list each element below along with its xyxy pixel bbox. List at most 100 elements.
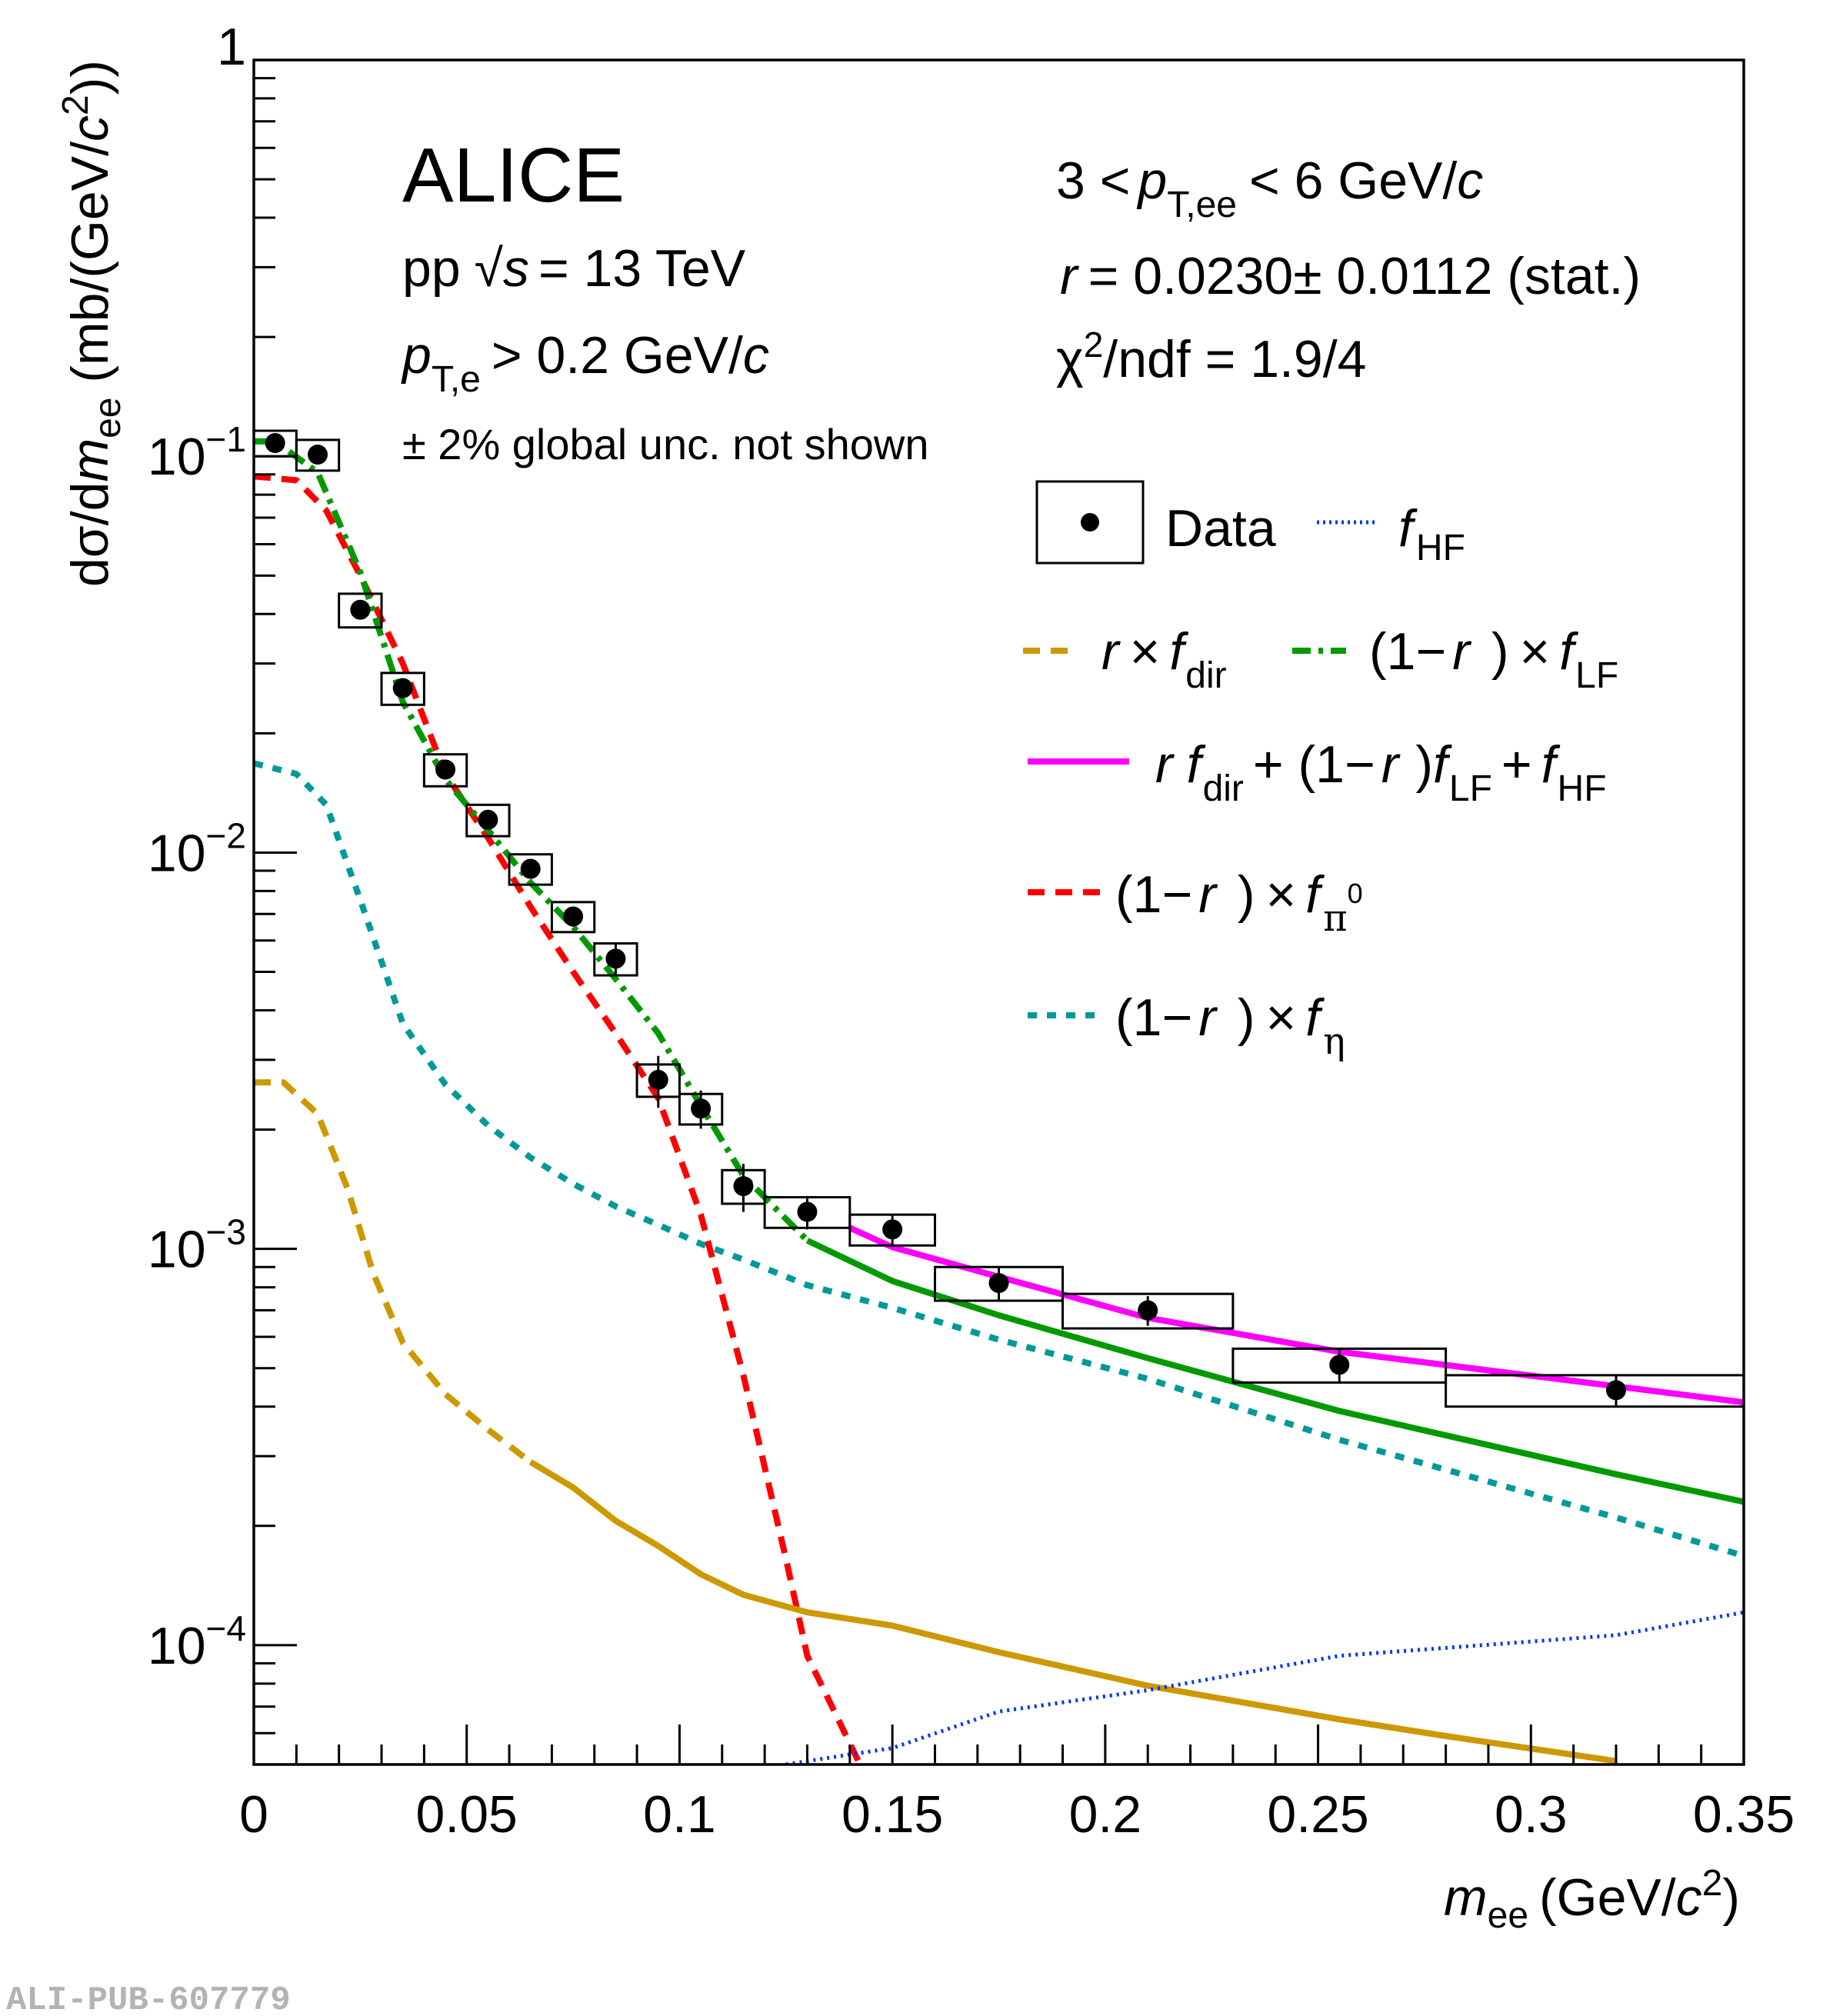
x-axis-ticks bbox=[252, 1724, 1745, 1764]
x-tick-label: 0.3 bbox=[1495, 1785, 1568, 1844]
legend-dir-label: r × fdir bbox=[1101, 622, 1227, 696]
plot-frame bbox=[252, 58, 1745, 1766]
data-marker bbox=[1329, 1355, 1350, 1375]
collision-system-label: pp √s = 13 TeV bbox=[402, 239, 746, 298]
data-point bbox=[678, 1090, 724, 1129]
legend-item-data: Data bbox=[1035, 480, 1276, 565]
pt-range-prefix: 3 < bbox=[1056, 152, 1130, 210]
y-axis-unit: (mb/(GeV/ bbox=[61, 142, 119, 398]
y-tick-labels: 1 10−1 10−2 10−3 10−4 bbox=[148, 18, 246, 1675]
y-axis-sub: ee bbox=[88, 398, 128, 438]
data-marker bbox=[520, 858, 541, 879]
legend-pi0-label: (1− r) × fπ0 bbox=[1115, 865, 1363, 940]
chi2-symbol: χ bbox=[1056, 330, 1084, 388]
pt-range-var: p bbox=[1136, 152, 1167, 210]
data-point bbox=[550, 901, 596, 934]
data-point bbox=[508, 853, 553, 886]
x-tick-label: 0.35 bbox=[1693, 1785, 1795, 1844]
x-axis-unit-end: ) bbox=[1722, 1868, 1740, 1927]
syst-box bbox=[550, 901, 596, 934]
syst-box bbox=[465, 803, 511, 838]
pt-range-label: 3 < pT,ee < 6 GeV/c bbox=[1056, 152, 1483, 225]
x-tick-label: 0.25 bbox=[1267, 1785, 1368, 1844]
data-marker bbox=[435, 759, 456, 780]
data-marker bbox=[265, 433, 285, 454]
x-axis-unit-c: c bbox=[1676, 1868, 1702, 1927]
y-axis-ticks bbox=[254, 58, 297, 1766]
data-marker bbox=[478, 809, 498, 830]
syst-box bbox=[380, 671, 425, 706]
data-marker bbox=[988, 1273, 1009, 1294]
syst-box bbox=[338, 592, 383, 629]
x-tick-label: 0.05 bbox=[416, 1785, 518, 1844]
legend-item-eta: (1− r) × fη bbox=[1028, 988, 1345, 1063]
legend-item-pi0: (1− r) × fπ0 bbox=[1028, 865, 1363, 940]
data-marker bbox=[882, 1219, 903, 1240]
y-tick-label: 10−1 bbox=[148, 419, 246, 486]
x-tick-labels: 0 0.05 0.1 0.15 0.2 0.25 0.3 0.35 bbox=[239, 1785, 1795, 1844]
pt-cut-value: > 0.2 GeV/ bbox=[492, 326, 743, 385]
curve-f-hf bbox=[785, 1610, 1744, 1764]
legend-data-label: Data bbox=[1165, 499, 1276, 558]
x-axis-sub: ee bbox=[1488, 1895, 1528, 1936]
pt-cut-c: c bbox=[743, 326, 769, 385]
pt-range-sub: T,ee bbox=[1167, 185, 1237, 225]
sqrt-symbol: √ bbox=[475, 239, 504, 298]
syst-box bbox=[422, 753, 468, 788]
curve--1-r-f-pi0 bbox=[254, 473, 862, 1763]
x-axis-unit: (GeV/ bbox=[1539, 1868, 1676, 1927]
legend-sum-label: r fdir + (1− r)fLF + fHF bbox=[1155, 735, 1607, 809]
data-marker bbox=[648, 1069, 668, 1090]
data-point bbox=[422, 753, 468, 788]
sqrt-s-var: s bbox=[503, 239, 529, 298]
x-tick-label: 0.2 bbox=[1069, 1785, 1142, 1844]
data-marker bbox=[797, 1201, 818, 1222]
y-axis-unit-end: )) bbox=[61, 60, 119, 95]
y-tick-label: 10−4 bbox=[148, 1608, 246, 1675]
pt-var: p bbox=[401, 326, 432, 385]
x-axis-title: mee (GeV/c2) bbox=[1444, 1863, 1740, 1936]
y-axis-var: m bbox=[61, 438, 119, 482]
data-point bbox=[380, 671, 425, 706]
chi2-label: χ2/ndf = 1.9/4 bbox=[1056, 325, 1366, 388]
legend-hf-label: fHF bbox=[1398, 499, 1465, 568]
curve--1-r-f-eta bbox=[254, 760, 1744, 1559]
syst-box bbox=[1061, 1292, 1235, 1330]
data-marker bbox=[691, 1098, 712, 1119]
pt-range-suffix: < 6 GeV/ bbox=[1249, 152, 1457, 210]
legend-item-dir: r × fdir bbox=[1023, 622, 1227, 696]
data-point bbox=[1061, 1292, 1235, 1330]
pt-sub: T,e bbox=[432, 359, 481, 400]
x-tick-label: 0.15 bbox=[842, 1785, 943, 1844]
y-axis-part1: dσ/d bbox=[61, 482, 119, 588]
data-marker bbox=[605, 948, 626, 969]
legend-lf-label: (1− r) × fLF bbox=[1369, 622, 1618, 696]
data-points bbox=[252, 429, 1745, 1408]
data-point bbox=[763, 1195, 852, 1230]
chi2-sup: 2 bbox=[1084, 325, 1104, 365]
x-tick-label: 0 bbox=[239, 1785, 268, 1844]
legend-item-sum: r fdir + (1− r)fLF + fHF bbox=[1028, 735, 1607, 809]
system-text: pp bbox=[402, 239, 461, 298]
x-tick-label: 0.1 bbox=[643, 1785, 716, 1844]
legend: Data fHF r × fdir (1− r) × fLF r fdir + (1− r)fL… bbox=[1023, 480, 1618, 1063]
y-axis-unit-sup: 2 bbox=[55, 95, 96, 115]
x-axis-var: m bbox=[1444, 1868, 1488, 1927]
experiment-label: ALICE bbox=[402, 132, 625, 218]
curve-r-f-dir-solid bbox=[528, 1459, 1617, 1764]
global-unc-label: ± 2% global unc. not shown bbox=[402, 420, 929, 468]
y-axis-title: dσ/dmee (mb/(GeV/c2)) bbox=[55, 60, 128, 587]
curve--1-r-f-lf-solid bbox=[805, 1238, 1744, 1505]
data-marker bbox=[1605, 1380, 1626, 1401]
r-value-label: r = 0.0230± 0.0112 (stat.) bbox=[1060, 247, 1641, 305]
legend-item-lf: (1− r) × fLF bbox=[1292, 622, 1618, 696]
y-tick-label: 1 bbox=[217, 18, 246, 76]
legend-data-marker bbox=[1081, 513, 1099, 531]
data-point bbox=[635, 1055, 681, 1108]
data-marker bbox=[1138, 1300, 1158, 1321]
data-marker bbox=[308, 444, 328, 465]
pt-cut-label: pT,e > 0.2 GeV/c bbox=[401, 326, 769, 400]
data-point bbox=[721, 1163, 766, 1212]
r-var: r bbox=[1060, 247, 1079, 305]
